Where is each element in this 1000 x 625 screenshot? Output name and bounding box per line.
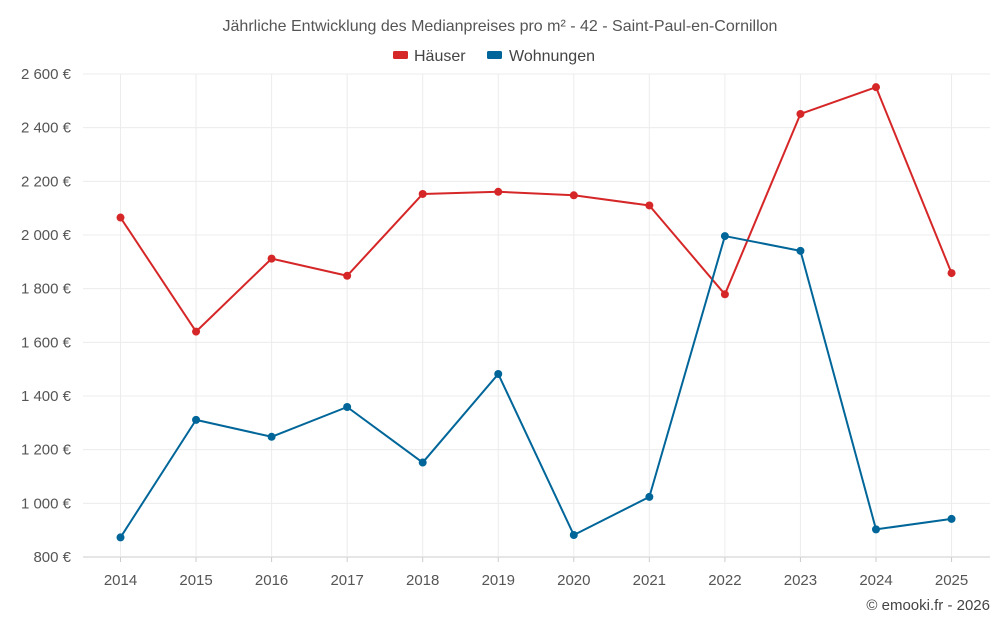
y-tick-label: 1 800 € (21, 281, 72, 298)
y-tick-label: 2 200 € (21, 173, 72, 190)
data-point-wohnungen[interactable] (343, 403, 352, 412)
data-point-haeuser[interactable] (116, 213, 125, 222)
data-point-haeuser[interactable] (494, 187, 503, 196)
x-tick-label: 2015 (179, 572, 212, 589)
x-tick-label: 2014 (104, 572, 137, 589)
legend-item-wohnungen[interactable]: Wohnungen (487, 48, 595, 65)
data-point-haeuser[interactable] (569, 191, 578, 200)
data-point-haeuser[interactable] (192, 327, 201, 336)
y-axis: 800 € 1 000 € 1 200 € 1 400 € 1 600 € 1 800 €… (21, 66, 72, 566)
y-tick-label: 2 000 € (21, 227, 72, 244)
data-point-wohnungen[interactable] (418, 458, 427, 467)
x-tick-label: 2019 (482, 572, 515, 589)
data-point-haeuser[interactable] (645, 201, 654, 210)
y-tick-label: 1 000 € (21, 495, 72, 512)
data-point-haeuser[interactable] (796, 109, 805, 118)
y-tick-label: 2 600 € (21, 66, 72, 83)
legend-label-wohnungen: Wohnungen (509, 48, 595, 65)
x-tick-label: 2022 (708, 572, 741, 589)
legend-swatch-haeuser (393, 51, 408, 59)
data-point-haeuser[interactable] (947, 269, 956, 278)
data-point-wohnungen[interactable] (267, 432, 276, 441)
data-point-wohnungen[interactable] (192, 415, 201, 424)
x-tick-label: 2020 (557, 572, 590, 589)
data-point-wohnungen[interactable] (116, 533, 125, 542)
series-haeuser (116, 83, 956, 336)
data-point-haeuser[interactable] (418, 189, 427, 198)
data-point-haeuser[interactable] (872, 83, 880, 92)
chart-title: Jährliche Entwicklung des Medianpreises … (223, 18, 778, 35)
data-point-wohnungen[interactable] (720, 232, 729, 241)
data-point-wohnungen[interactable] (569, 530, 578, 539)
series-group (116, 83, 956, 542)
series-line-haeuser (119, 86, 953, 333)
y-tick-label: 800 € (33, 549, 71, 566)
x-tick-label: 2018 (406, 572, 439, 589)
x-tick-label: 2025 (935, 572, 968, 589)
series-wohnungen (116, 232, 956, 542)
x-tick-label: 2021 (633, 572, 666, 589)
data-point-wohnungen[interactable] (872, 525, 880, 534)
y-tick-label: 2 400 € (21, 120, 72, 137)
data-point-haeuser[interactable] (343, 271, 352, 280)
y-tick-label: 1 600 € (21, 334, 72, 351)
data-point-wohnungen[interactable] (947, 514, 956, 523)
data-point-wohnungen[interactable] (494, 369, 503, 378)
series-line-wohnungen (119, 235, 953, 539)
y-tick-label: 1 400 € (21, 388, 72, 405)
data-point-wohnungen[interactable] (796, 246, 805, 255)
x-axis: 2014 2015 2016 2017 2018 2019 2020 2021 2022 2023… (104, 557, 968, 589)
grid (83, 73, 990, 558)
data-point-haeuser[interactable] (720, 290, 729, 299)
legend-item-haeuser[interactable]: Häuser (393, 48, 466, 65)
legend: Häuser Wohnungen (393, 48, 595, 65)
x-tick-label: 2017 (330, 572, 363, 589)
legend-swatch-wohnungen (487, 51, 502, 59)
data-point-wohnungen[interactable] (645, 492, 654, 501)
copyright: © emooki.fr - 2026 (866, 597, 990, 614)
x-tick-label: 2024 (859, 572, 892, 589)
y-tick-label: 1 200 € (21, 442, 72, 459)
data-point-haeuser[interactable] (267, 254, 276, 263)
legend-label-haeuser: Häuser (414, 48, 466, 65)
x-tick-label: 2023 (784, 572, 817, 589)
x-tick-label: 2016 (255, 572, 288, 589)
